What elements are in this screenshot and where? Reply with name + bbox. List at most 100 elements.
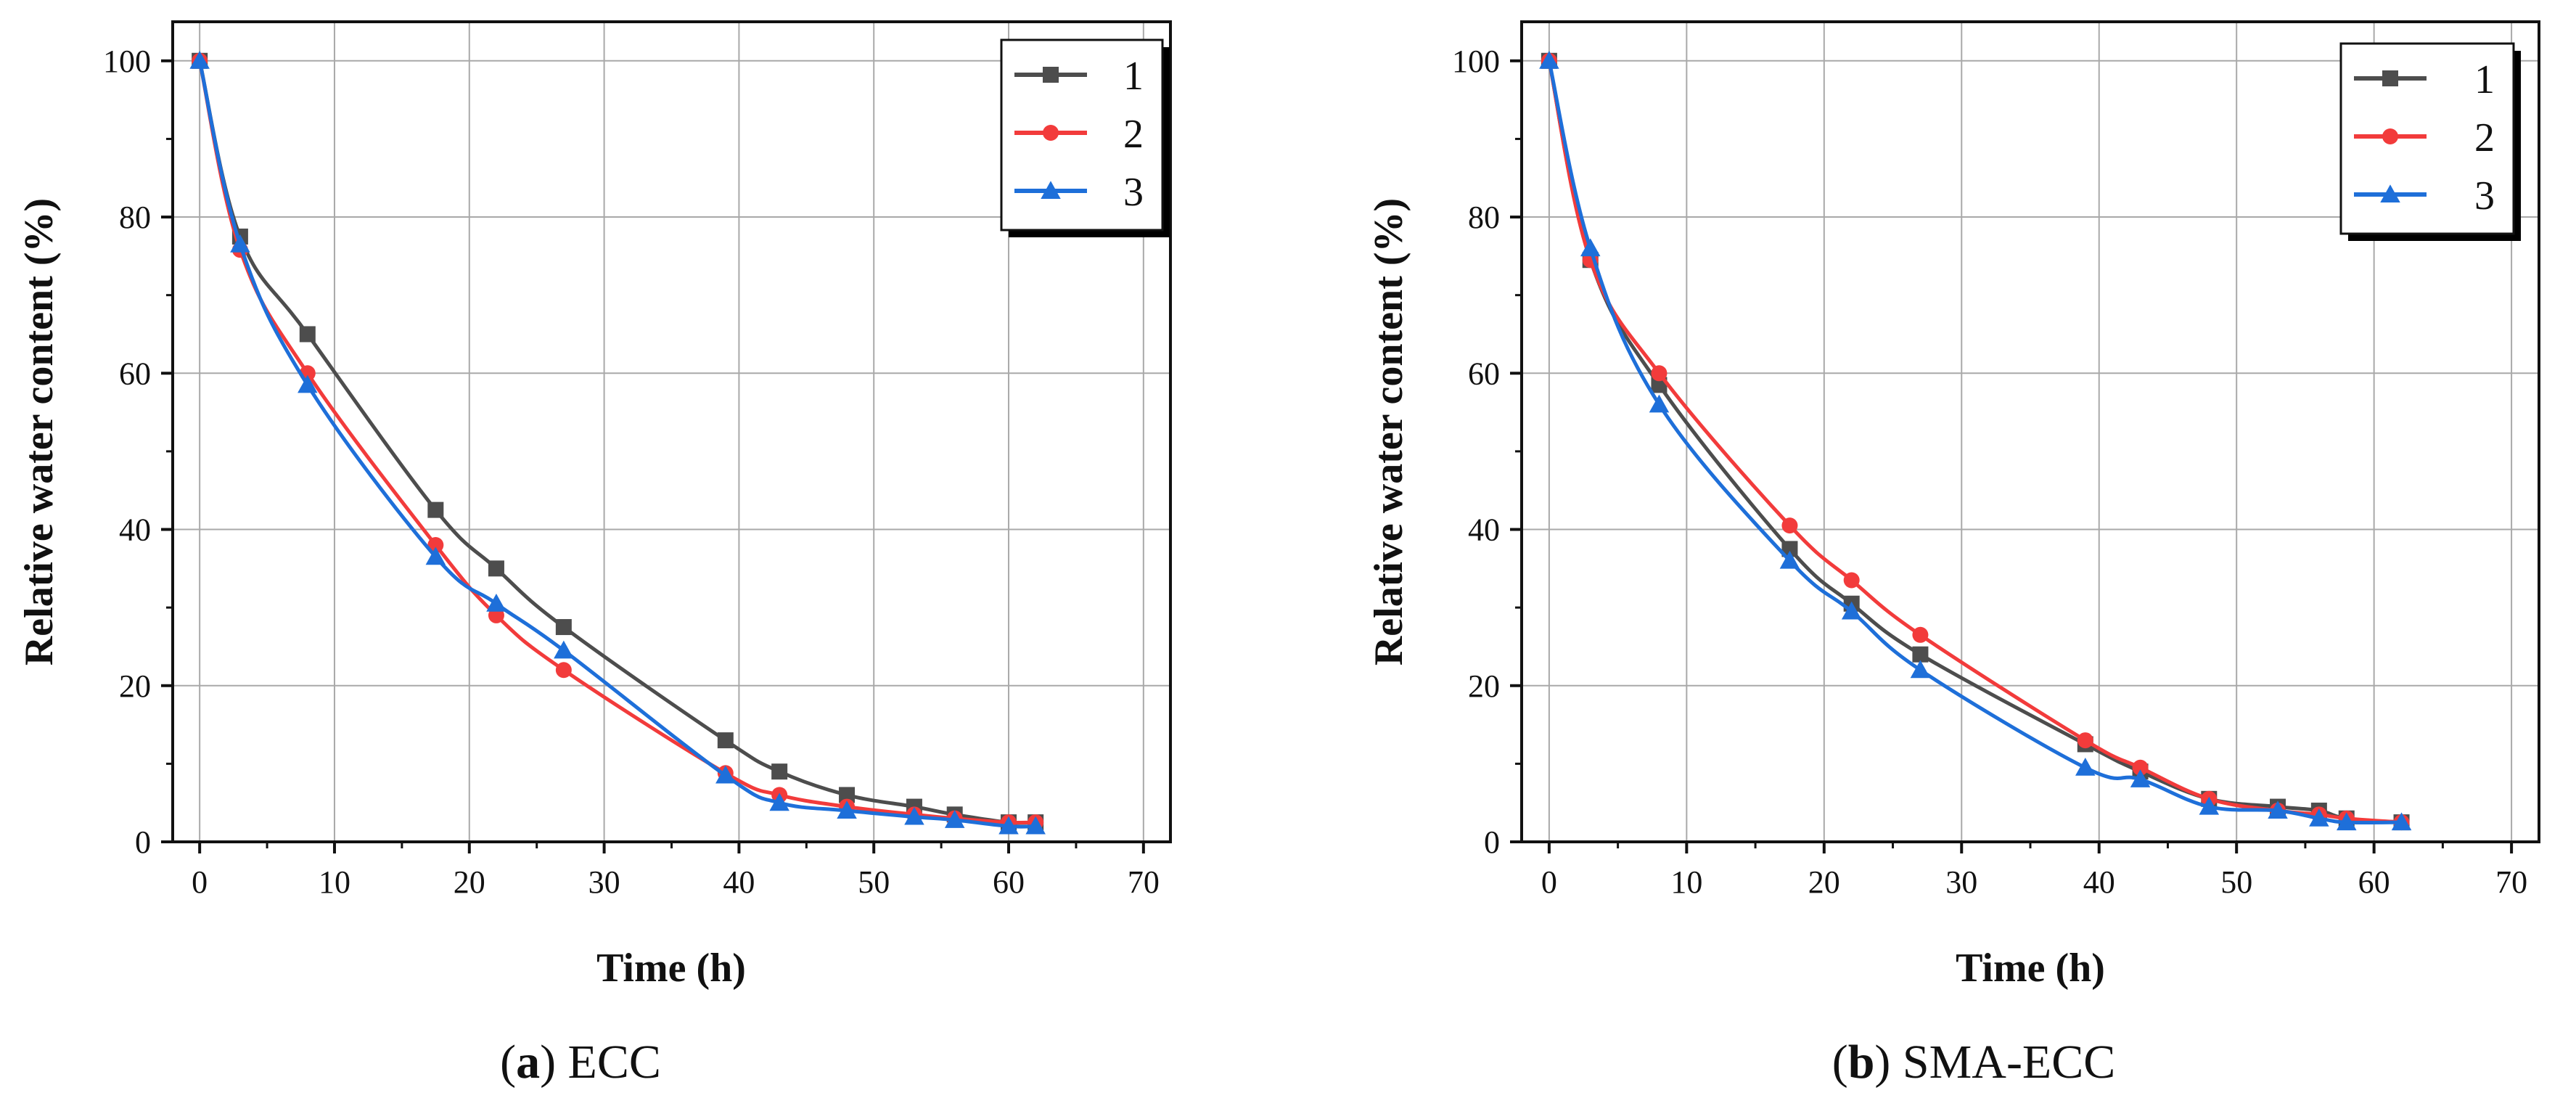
caption-text-b: SMA-ECC (1903, 1036, 2115, 1089)
data-point-3 (998, 816, 1019, 835)
x-tick-label: 0 (1541, 864, 1557, 900)
x-tick-label: 60 (993, 864, 1025, 900)
data-point-1 (771, 763, 788, 780)
x-tick-label: 70 (2495, 864, 2527, 900)
legend-marker-2 (2382, 128, 2398, 144)
data-point-3 (554, 640, 574, 659)
data-point-3 (425, 546, 446, 565)
x-ticks-b: 0 10 20 30 40 50 60 70 (1541, 842, 2527, 900)
data-point-3 (230, 234, 250, 253)
legend-label-3: 3 (2474, 173, 2495, 218)
x-tick-label: 0 (192, 864, 208, 900)
y-tick-label: 100 (103, 44, 151, 79)
legend-marker-2 (1043, 125, 1059, 141)
plot-frame-b (1520, 20, 2540, 843)
data-point-3 (2075, 758, 2096, 776)
y-tick-label: 60 (119, 356, 151, 391)
x-tick-label: 30 (1945, 864, 1977, 900)
data-point-1 (1912, 646, 1929, 663)
data-point-3 (189, 51, 210, 69)
plot-frame-a (171, 20, 1172, 843)
y-tick-label: 60 (1468, 356, 1500, 391)
series-line-1 (1547, 60, 2402, 824)
data-point-3 (2391, 812, 2412, 831)
data-point-2 (1781, 517, 1798, 534)
data-point-1 (839, 787, 856, 803)
y-tick-label: 20 (1468, 668, 1500, 704)
x-ticks-a: 0 10 20 30 40 50 60 70 (192, 842, 1160, 900)
series-a-3 (189, 51, 1046, 835)
legend-marker-1 (1043, 67, 1059, 83)
data-point-3 (2337, 812, 2357, 831)
y-tick-label: 40 (119, 512, 151, 548)
caption-letter-b: b (1848, 1036, 1875, 1089)
legend-a: 1 2 3 (1000, 38, 1170, 237)
y-ticks-a: 0 20 40 60 80 100 (103, 44, 173, 860)
x-tick-label: 50 (858, 864, 890, 900)
data-point-3 (2309, 808, 2329, 827)
data-point-3 (1539, 51, 1559, 69)
legend-label-2: 2 (1123, 112, 1144, 157)
data-point-1 (299, 326, 316, 343)
series-line-1 (197, 60, 1036, 825)
x-tick-label: 10 (1670, 864, 1702, 900)
data-point-3 (2268, 800, 2288, 819)
x-tick-label: 20 (454, 864, 485, 900)
y-tick-label: 80 (1468, 200, 1500, 235)
caption-text-a: ECC (568, 1036, 661, 1089)
y-tick-label: 0 (135, 824, 151, 860)
x-axis-title-b: Time (h) (1956, 946, 2105, 991)
x-tick-label: 30 (588, 864, 620, 900)
series-b-3 (1539, 51, 2412, 831)
data-point-3 (715, 765, 736, 784)
legend-marker-3 (2380, 184, 2400, 202)
chart-panel-a: 0 20 40 60 80 100 0 10 20 30 40 50 60 70 1 2 3 Time (h… (17, 20, 1172, 1089)
data-point-3 (904, 806, 924, 825)
data-point-1 (488, 560, 504, 577)
x-tick-label: 20 (1808, 864, 1840, 900)
series-group-b (1539, 51, 2412, 831)
chart-panel-b: 0 20 40 60 80 100 0 10 20 30 40 50 60 70 1 2 3 Time (h… (1366, 20, 2540, 1089)
y-tick-label: 100 (1452, 44, 1500, 79)
y-tick-label: 80 (119, 200, 151, 235)
data-point-1 (1781, 541, 1798, 557)
data-point-2 (427, 537, 444, 554)
data-point-3 (1025, 816, 1046, 835)
legend-label-3: 3 (1123, 170, 1144, 215)
data-point-3 (1910, 660, 1931, 679)
x-axis-title-a: Time (h) (596, 946, 746, 991)
x-tick-label: 40 (2083, 864, 2115, 900)
x-tick-label: 70 (1128, 864, 1160, 900)
data-point-1 (555, 619, 572, 636)
data-point-1 (427, 501, 444, 518)
legend-marker-1 (2382, 70, 2398, 86)
data-point-3 (944, 810, 965, 828)
legend-marker-3 (1041, 181, 1061, 199)
x-tick-label: 60 (2358, 864, 2390, 900)
data-point-3 (2199, 796, 2220, 815)
data-point-1 (717, 732, 734, 749)
data-point-3 (769, 793, 789, 811)
legend-label-2: 2 (2474, 115, 2495, 160)
data-point-2 (555, 662, 572, 679)
data-point-3 (2130, 769, 2151, 787)
legend-b: 1 2 3 (2339, 42, 2521, 241)
caption-b: (b) SMA-ECC (1832, 1036, 2116, 1089)
legend-label-1: 1 (1123, 54, 1144, 99)
y-axis-title-b: Relative water content (%) (1366, 198, 1411, 665)
data-point-2 (2132, 759, 2149, 776)
data-point-3 (1779, 550, 1800, 569)
y-tick-label: 40 (1468, 512, 1500, 548)
data-point-2 (1912, 626, 1929, 643)
series-group-a (189, 51, 1046, 835)
x-tick-label: 40 (723, 864, 755, 900)
legend-label-1: 1 (2474, 57, 2495, 102)
data-point-3 (298, 374, 318, 393)
data-point-2 (1843, 572, 1860, 589)
caption-a: (a) ECC (500, 1036, 661, 1089)
data-point-2 (1651, 365, 1668, 382)
caption-letter-a: a (516, 1036, 540, 1089)
data-point-3 (1841, 601, 1862, 620)
y-axis-title-a: Relative water content (%) (17, 198, 62, 665)
